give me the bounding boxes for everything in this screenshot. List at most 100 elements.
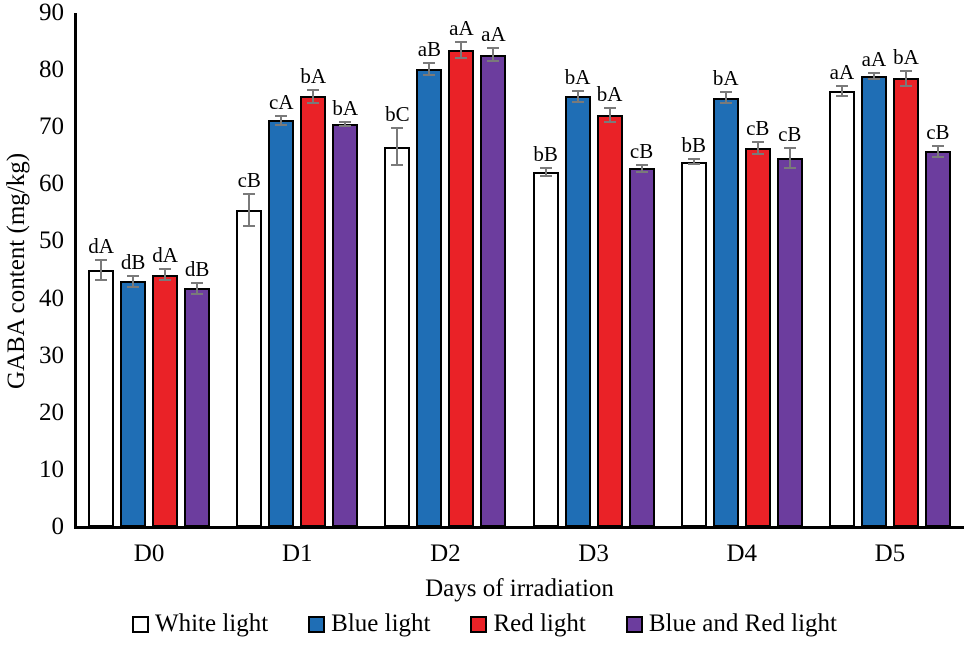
error-bar-cap [835, 94, 848, 97]
bar [268, 120, 295, 527]
bar [924, 151, 951, 527]
bar [384, 146, 411, 527]
bar-annotation: bA [893, 44, 919, 69]
error-bar [164, 269, 167, 280]
y-tick-label: 70 [39, 113, 64, 141]
bar [712, 97, 739, 527]
legend: White light Blue light Red light Blue and R… [0, 610, 969, 638]
bar-annotation: cB [778, 121, 802, 146]
legend-item: Blue light [308, 610, 430, 638]
error-bar-cap [687, 162, 700, 165]
legend-item: White light [131, 610, 269, 638]
legend-label: White light [154, 610, 269, 637]
bar [892, 78, 919, 527]
error-bar [100, 259, 103, 281]
error-bar [248, 194, 251, 227]
error-bar-cap [603, 120, 616, 123]
error-bar-cap [635, 170, 648, 173]
x-tick-label: D4 [726, 540, 758, 567]
error-bar [132, 276, 135, 287]
error-bar-cap [127, 285, 140, 288]
bar-annotation: bA [300, 63, 327, 88]
error-bar-cap [487, 47, 500, 50]
error-bar [492, 48, 495, 61]
x-tick-label: D0 [133, 540, 165, 567]
legend-item: Blue and Red light [625, 610, 837, 638]
error-bar-cap [159, 268, 172, 271]
legend-label: Blue light [331, 610, 431, 637]
error-bar-cap [899, 69, 912, 72]
error-bar-cap [275, 123, 288, 126]
error-bar-cap [95, 279, 108, 282]
error-bar [312, 89, 315, 104]
error-bar-cap [867, 71, 880, 74]
error-bar-cap [867, 77, 880, 80]
bar [564, 96, 591, 527]
error-bar [544, 167, 547, 176]
error-bar [280, 115, 283, 125]
error-bar-cap [127, 275, 140, 278]
bar-annotation: dB [120, 250, 146, 275]
bar-annotation: bA [332, 96, 359, 121]
error-bar [788, 147, 791, 169]
error-bar-cap [603, 106, 616, 109]
y-tick-label: 10 [39, 455, 64, 483]
bar [120, 281, 147, 527]
error-bar-cap [391, 163, 404, 166]
error-bar-cap [571, 90, 584, 93]
error-bar [640, 164, 643, 172]
error-bar-cap [783, 167, 796, 170]
error-bar-cap [423, 74, 436, 77]
legend-swatch [131, 615, 149, 633]
error-bar-cap [339, 121, 352, 124]
x-tick-label: D1 [281, 540, 313, 567]
error-bar [904, 70, 907, 86]
x-axis-title: Days of irradiation [425, 575, 614, 602]
error-bar [344, 122, 347, 126]
y-tick-label: 50 [39, 227, 64, 255]
error-bar-cap [455, 56, 468, 59]
error-bar-cap [275, 114, 288, 117]
bar [532, 171, 559, 527]
error-bar [396, 128, 399, 165]
bar-annotation: cB [746, 115, 770, 140]
bar-annotation: cB [629, 138, 654, 163]
error-bar [872, 72, 875, 79]
bar-annotation: dB [184, 256, 210, 281]
error-bar-cap [539, 174, 552, 177]
bar-annotation: aB [417, 36, 442, 61]
error-bar [576, 91, 579, 102]
error-bar [460, 41, 463, 58]
bar [448, 49, 475, 527]
bar [776, 158, 803, 527]
error-bar-cap [719, 91, 732, 94]
error-bar [840, 85, 843, 96]
legend-swatch [625, 615, 643, 633]
bar [332, 123, 359, 527]
bar [88, 270, 115, 527]
x-tick-label: D3 [578, 540, 609, 567]
y-tick-label: 90 [39, 0, 64, 26]
legend-item: Red light [470, 610, 586, 638]
bar [152, 274, 179, 527]
bar [628, 168, 655, 527]
error-bar-cap [687, 158, 700, 161]
error-bar-cap [899, 84, 912, 87]
error-bar [608, 107, 611, 122]
bar-annotation: aA [829, 59, 855, 84]
error-bar-cap [391, 127, 404, 130]
error-bar-cap [719, 101, 732, 104]
error-bar-cap [835, 84, 848, 87]
bar [480, 54, 507, 527]
error-bar-cap [751, 140, 764, 143]
bar-annotation: aA [481, 22, 506, 47]
bar [300, 96, 327, 527]
bar-annotation: cA [269, 89, 294, 114]
bar [828, 90, 855, 527]
error-bar-cap [455, 40, 468, 43]
legend-swatch [308, 615, 326, 633]
x-axis-line [74, 526, 964, 529]
bar [680, 161, 707, 527]
bar-annotation: cB [237, 168, 261, 193]
